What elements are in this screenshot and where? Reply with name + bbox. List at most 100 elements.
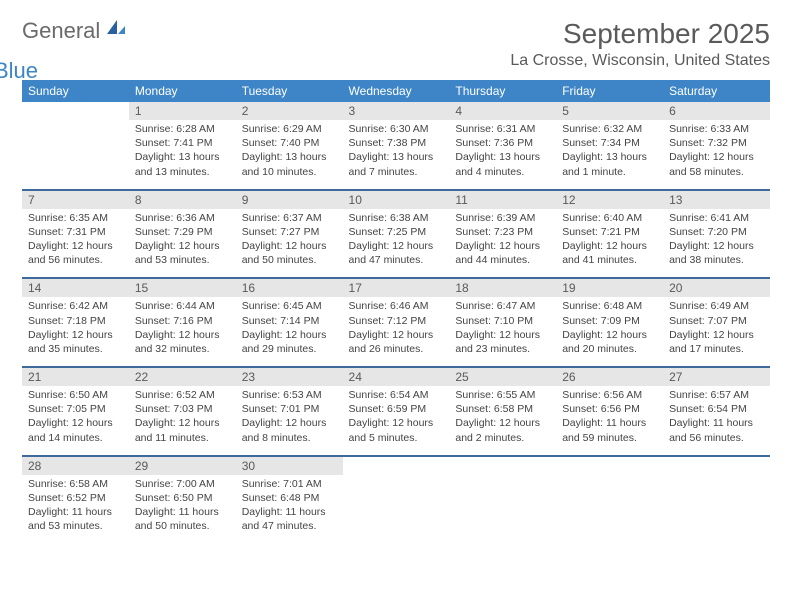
- calendar-week-row: 14Sunrise: 6:42 AMSunset: 7:18 PMDayligh…: [22, 278, 770, 367]
- day-content: Sunrise: 6:53 AMSunset: 7:01 PMDaylight:…: [236, 386, 343, 455]
- calendar-day-cell: 30Sunrise: 7:01 AMSunset: 6:48 PMDayligh…: [236, 456, 343, 544]
- logo-text-blue: Blue: [0, 58, 38, 83]
- sunrise-text: Sunrise: 6:32 AM: [562, 122, 657, 136]
- calendar-week-row: 1Sunrise: 6:28 AMSunset: 7:41 PMDaylight…: [22, 102, 770, 190]
- sunset-text: Sunset: 6:48 PM: [242, 491, 337, 505]
- sunset-text: Sunset: 6:52 PM: [28, 491, 123, 505]
- sunset-text: Sunset: 7:25 PM: [349, 225, 444, 239]
- calendar-day-cell: 7Sunrise: 6:35 AMSunset: 7:31 PMDaylight…: [22, 190, 129, 279]
- calendar-week-row: 28Sunrise: 6:58 AMSunset: 6:52 PMDayligh…: [22, 456, 770, 544]
- day-number: 9: [236, 191, 343, 209]
- day-number: 25: [449, 368, 556, 386]
- calendar-day-cell: 20Sunrise: 6:49 AMSunset: 7:07 PMDayligh…: [663, 278, 770, 367]
- day-number: 12: [556, 191, 663, 209]
- sunrise-text: Sunrise: 6:47 AM: [455, 299, 550, 313]
- sunset-text: Sunset: 7:21 PM: [562, 225, 657, 239]
- calendar-day-cell: 3Sunrise: 6:30 AMSunset: 7:38 PMDaylight…: [343, 102, 450, 190]
- day-content: Sunrise: 6:57 AMSunset: 6:54 PMDaylight:…: [663, 386, 770, 455]
- weekday-header: Monday: [129, 80, 236, 102]
- sunset-text: Sunset: 7:27 PM: [242, 225, 337, 239]
- calendar-day-cell: 5Sunrise: 6:32 AMSunset: 7:34 PMDaylight…: [556, 102, 663, 190]
- day-content: Sunrise: 6:31 AMSunset: 7:36 PMDaylight:…: [449, 120, 556, 189]
- sunrise-text: Sunrise: 6:30 AM: [349, 122, 444, 136]
- calendar-day-cell: 19Sunrise: 6:48 AMSunset: 7:09 PMDayligh…: [556, 278, 663, 367]
- calendar-day-cell: 17Sunrise: 6:46 AMSunset: 7:12 PMDayligh…: [343, 278, 450, 367]
- day-number: 28: [22, 457, 129, 475]
- sunset-text: Sunset: 7:41 PM: [135, 136, 230, 150]
- daylight-text: Daylight: 11 hours and 56 minutes.: [669, 416, 764, 444]
- day-content: [22, 120, 129, 132]
- sunset-text: Sunset: 7:31 PM: [28, 225, 123, 239]
- sunrise-text: Sunrise: 6:45 AM: [242, 299, 337, 313]
- daylight-text: Daylight: 12 hours and 47 minutes.: [349, 239, 444, 267]
- calendar-week-row: 21Sunrise: 6:50 AMSunset: 7:05 PMDayligh…: [22, 367, 770, 456]
- sunrise-text: Sunrise: 6:28 AM: [135, 122, 230, 136]
- day-number: 14: [22, 279, 129, 297]
- day-content: [556, 475, 663, 487]
- calendar-day-cell: [663, 456, 770, 544]
- daylight-text: Daylight: 12 hours and 44 minutes.: [455, 239, 550, 267]
- day-content: Sunrise: 6:39 AMSunset: 7:23 PMDaylight:…: [449, 209, 556, 278]
- day-number: 1: [129, 102, 236, 120]
- day-content: Sunrise: 6:58 AMSunset: 6:52 PMDaylight:…: [22, 475, 129, 544]
- day-number: 13: [663, 191, 770, 209]
- sunrise-text: Sunrise: 6:56 AM: [562, 388, 657, 402]
- calendar-day-cell: 26Sunrise: 6:56 AMSunset: 6:56 PMDayligh…: [556, 367, 663, 456]
- calendar-day-cell: 8Sunrise: 6:36 AMSunset: 7:29 PMDaylight…: [129, 190, 236, 279]
- day-content: Sunrise: 6:46 AMSunset: 7:12 PMDaylight:…: [343, 297, 450, 366]
- day-content: Sunrise: 6:35 AMSunset: 7:31 PMDaylight:…: [22, 209, 129, 278]
- sunrise-text: Sunrise: 6:39 AM: [455, 211, 550, 225]
- day-number: 30: [236, 457, 343, 475]
- calendar-day-cell: [22, 102, 129, 190]
- day-number: 29: [129, 457, 236, 475]
- calendar-day-cell: 23Sunrise: 6:53 AMSunset: 7:01 PMDayligh…: [236, 367, 343, 456]
- daylight-text: Daylight: 11 hours and 50 minutes.: [135, 505, 230, 533]
- day-content: Sunrise: 6:49 AMSunset: 7:07 PMDaylight:…: [663, 297, 770, 366]
- sunset-text: Sunset: 7:12 PM: [349, 314, 444, 328]
- sunset-text: Sunset: 7:40 PM: [242, 136, 337, 150]
- day-content: Sunrise: 6:56 AMSunset: 6:56 PMDaylight:…: [556, 386, 663, 455]
- day-content: Sunrise: 6:36 AMSunset: 7:29 PMDaylight:…: [129, 209, 236, 278]
- daylight-text: Daylight: 12 hours and 58 minutes.: [669, 150, 764, 178]
- daylight-text: Daylight: 13 hours and 13 minutes.: [135, 150, 230, 178]
- sunrise-text: Sunrise: 6:46 AM: [349, 299, 444, 313]
- sunrise-text: Sunrise: 6:29 AM: [242, 122, 337, 136]
- daylight-text: Daylight: 13 hours and 1 minute.: [562, 150, 657, 178]
- day-number: 4: [449, 102, 556, 120]
- calendar-day-cell: 15Sunrise: 6:44 AMSunset: 7:16 PMDayligh…: [129, 278, 236, 367]
- calendar-day-cell: 9Sunrise: 6:37 AMSunset: 7:27 PMDaylight…: [236, 190, 343, 279]
- day-number: [449, 457, 556, 475]
- daylight-text: Daylight: 12 hours and 35 minutes.: [28, 328, 123, 356]
- daylight-text: Daylight: 11 hours and 47 minutes.: [242, 505, 337, 533]
- sunrise-text: Sunrise: 6:50 AM: [28, 388, 123, 402]
- sunrise-text: Sunrise: 6:38 AM: [349, 211, 444, 225]
- sunset-text: Sunset: 7:16 PM: [135, 314, 230, 328]
- calendar-day-cell: 24Sunrise: 6:54 AMSunset: 6:59 PMDayligh…: [343, 367, 450, 456]
- sunrise-text: Sunrise: 6:36 AM: [135, 211, 230, 225]
- day-number: 2: [236, 102, 343, 120]
- title-block: September 2025 La Crosse, Wisconsin, Uni…: [510, 18, 770, 70]
- calendar-day-cell: 25Sunrise: 6:55 AMSunset: 6:58 PMDayligh…: [449, 367, 556, 456]
- day-number: 10: [343, 191, 450, 209]
- day-number: 26: [556, 368, 663, 386]
- sunset-text: Sunset: 7:01 PM: [242, 402, 337, 416]
- calendar-day-cell: 22Sunrise: 6:52 AMSunset: 7:03 PMDayligh…: [129, 367, 236, 456]
- calendar-day-cell: 4Sunrise: 6:31 AMSunset: 7:36 PMDaylight…: [449, 102, 556, 190]
- daylight-text: Daylight: 12 hours and 56 minutes.: [28, 239, 123, 267]
- sunset-text: Sunset: 7:09 PM: [562, 314, 657, 328]
- logo-text-general: General: [22, 18, 100, 43]
- sunrise-text: Sunrise: 6:31 AM: [455, 122, 550, 136]
- day-content: Sunrise: 7:00 AMSunset: 6:50 PMDaylight:…: [129, 475, 236, 544]
- sunset-text: Sunset: 7:05 PM: [28, 402, 123, 416]
- sunrise-text: Sunrise: 6:33 AM: [669, 122, 764, 136]
- day-number: 27: [663, 368, 770, 386]
- day-number: 20: [663, 279, 770, 297]
- day-content: Sunrise: 6:55 AMSunset: 6:58 PMDaylight:…: [449, 386, 556, 455]
- daylight-text: Daylight: 12 hours and 20 minutes.: [562, 328, 657, 356]
- daylight-text: Daylight: 11 hours and 53 minutes.: [28, 505, 123, 533]
- calendar-day-cell: [343, 456, 450, 544]
- calendar-week-row: 7Sunrise: 6:35 AMSunset: 7:31 PMDaylight…: [22, 190, 770, 279]
- day-content: [343, 475, 450, 487]
- logo: General Blue: [22, 18, 127, 70]
- sunrise-text: Sunrise: 6:55 AM: [455, 388, 550, 402]
